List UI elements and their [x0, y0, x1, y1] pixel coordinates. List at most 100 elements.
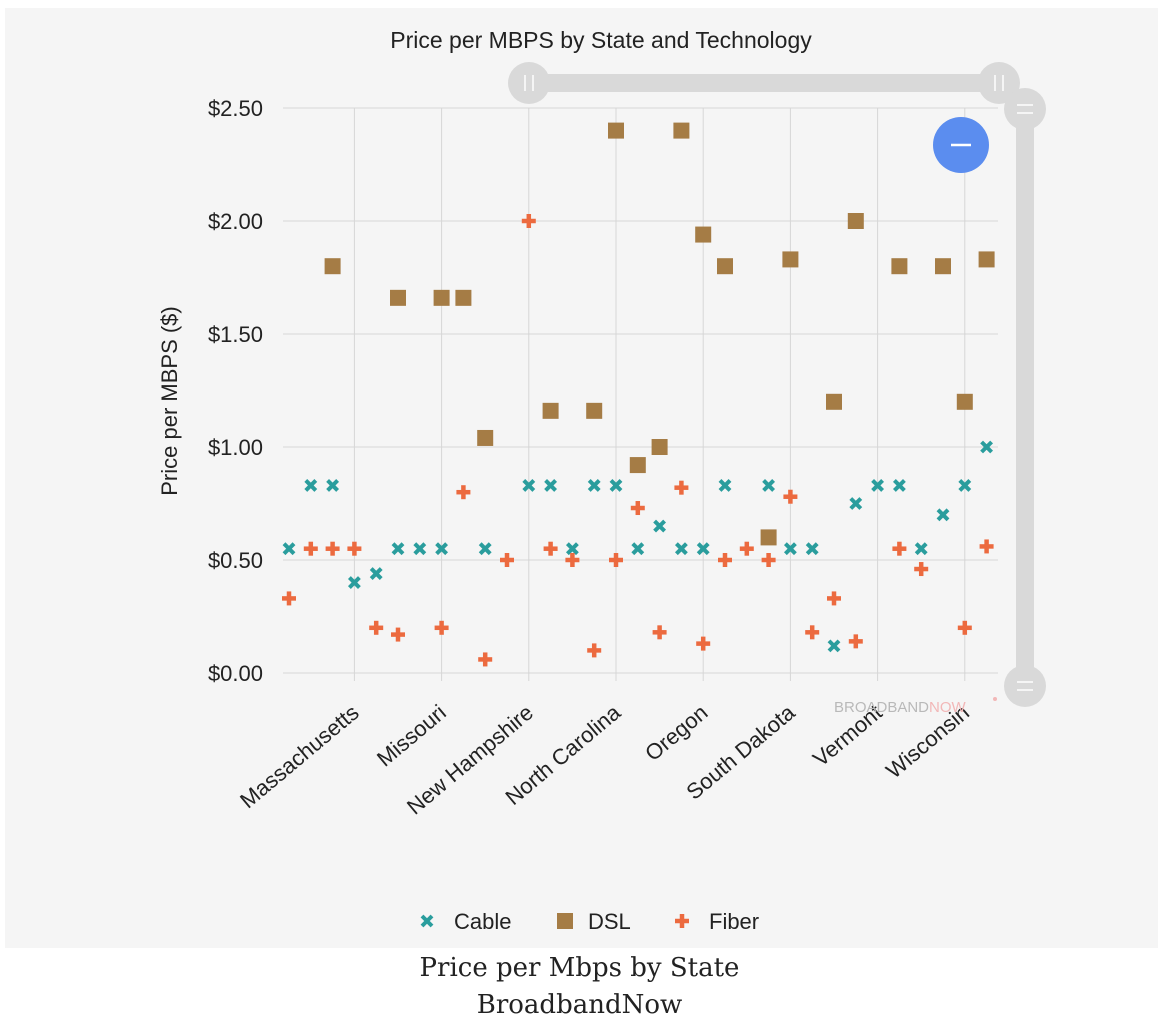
data-point-fiber[interactable] [587, 643, 602, 658]
zoom-out-button[interactable] [933, 117, 989, 173]
vertical-scrollbar[interactable] [1004, 88, 1046, 707]
legend-item-dsl[interactable]: DSL [557, 909, 631, 934]
data-point-dsl[interactable] [651, 439, 668, 455]
data-point-fiber[interactable] [848, 634, 863, 649]
legend-label-fiber: Fiber [709, 909, 759, 934]
data-point-fiber[interactable] [914, 562, 929, 577]
data-point-fiber[interactable] [827, 591, 841, 606]
data-point-cable[interactable] [914, 542, 928, 556]
data-point-fiber[interactable] [674, 480, 689, 495]
data-point-fiber[interactable] [696, 636, 711, 651]
data-point-cable[interactable] [980, 440, 994, 454]
data-point-fiber[interactable] [282, 591, 296, 606]
data-point-dsl[interactable] [673, 122, 690, 139]
data-point-cable[interactable] [762, 479, 776, 492]
data-point-fiber[interactable] [434, 620, 449, 635]
chart-panel: Price per MBPS by State and Technology $… [5, 8, 1158, 948]
data-point-cable[interactable] [609, 479, 623, 492]
data-point-cable[interactable] [587, 479, 601, 492]
data-point-dsl[interactable] [978, 251, 995, 268]
data-point-cable[interactable] [958, 479, 972, 492]
y-tick-label: $2.00 [208, 209, 263, 234]
data-point-fiber[interactable] [543, 541, 558, 556]
data-point-fiber[interactable] [369, 620, 384, 635]
data-point-cable[interactable] [718, 479, 732, 492]
data-point-dsl[interactable] [847, 213, 864, 229]
data-point-fiber[interactable] [739, 541, 754, 556]
data-point-fiber[interactable] [783, 489, 798, 504]
data-point-cable[interactable] [565, 542, 579, 556]
data-point-fiber[interactable] [521, 214, 536, 228]
vertical-scrollbar-bottom-grip[interactable] [1004, 665, 1046, 707]
data-point-dsl[interactable] [542, 402, 559, 419]
vertical-scrollbar-track[interactable] [1016, 108, 1034, 686]
data-point-dsl[interactable] [717, 258, 733, 275]
data-point-cable[interactable] [849, 497, 863, 510]
data-point-dsl[interactable] [935, 258, 951, 275]
data-point-cable[interactable] [783, 542, 797, 556]
data-point-fiber[interactable] [325, 541, 340, 556]
data-point-fiber[interactable] [303, 541, 318, 556]
horizontal-scrollbar[interactable] [508, 62, 1020, 104]
data-point-cable[interactable] [478, 542, 492, 556]
horizontal-scrollbar-start-grip[interactable] [508, 62, 550, 104]
data-point-cable[interactable] [805, 542, 819, 556]
vertical-scrollbar-top-grip[interactable] [1004, 88, 1046, 130]
data-point-fiber[interactable] [609, 553, 623, 567]
data-point-cable[interactable] [369, 567, 383, 580]
data-point-cable[interactable] [544, 479, 558, 492]
data-point-dsl[interactable] [826, 393, 842, 410]
data-point-fiber[interactable] [805, 625, 820, 640]
data-point-cable[interactable] [674, 542, 688, 556]
data-point-dsl[interactable] [586, 402, 603, 419]
data-point-cable[interactable] [892, 479, 906, 492]
data-point-dsl[interactable] [782, 251, 799, 268]
data-point-fiber[interactable] [500, 553, 514, 567]
data-point-fiber[interactable] [565, 553, 580, 567]
data-point-cable[interactable] [827, 639, 841, 653]
legend: Cable DSL Fiber [420, 909, 759, 934]
data-point-dsl[interactable] [433, 289, 450, 306]
data-point-fiber[interactable] [979, 539, 994, 554]
data-point-fiber[interactable] [892, 541, 907, 556]
data-point-dsl[interactable] [695, 226, 712, 243]
data-point-dsl[interactable] [891, 258, 908, 275]
data-point-fiber[interactable] [957, 620, 972, 635]
data-point-dsl[interactable] [324, 258, 341, 275]
data-point-cable[interactable] [435, 542, 449, 556]
data-point-cable[interactable] [304, 479, 318, 492]
data-point-fiber[interactable] [718, 553, 732, 567]
horizontal-scrollbar-track[interactable] [530, 74, 1000, 92]
data-point-dsl[interactable] [956, 393, 973, 410]
data-point-fiber[interactable] [347, 541, 362, 556]
data-point-fiber[interactable] [478, 652, 493, 667]
data-point-cable[interactable] [631, 542, 645, 556]
data-point-dsl[interactable] [629, 457, 646, 474]
data-point-dsl[interactable] [760, 529, 777, 546]
data-point-dsl[interactable] [455, 289, 472, 306]
data-point-fiber[interactable] [391, 627, 405, 642]
data-point-fiber[interactable] [652, 625, 667, 640]
data-point-cable[interactable] [391, 542, 405, 556]
data-point-cable[interactable] [282, 542, 296, 556]
legend-item-fiber[interactable]: Fiber [675, 909, 759, 934]
data-point-dsl[interactable] [390, 289, 406, 306]
data-point-fiber[interactable] [456, 485, 471, 500]
data-point-cable[interactable] [347, 576, 361, 590]
legend-label-cable: Cable [454, 909, 511, 934]
data-point-fiber[interactable] [761, 553, 776, 567]
legend-item-cable[interactable]: Cable [420, 909, 511, 934]
data-point-fiber[interactable] [630, 501, 645, 516]
dsl-marker-icon [557, 913, 573, 929]
data-point-cable[interactable] [936, 508, 950, 522]
data-point-cable[interactable] [522, 479, 536, 492]
data-point-cable[interactable] [326, 479, 340, 492]
data-point-cable[interactable] [653, 519, 667, 533]
data-point-dsl[interactable] [608, 122, 624, 139]
horizontal-scrollbar-end-grip[interactable] [978, 62, 1020, 104]
figure-caption-title: Price per Mbps by State [419, 953, 740, 983]
data-point-cable[interactable] [696, 542, 710, 556]
data-point-cable[interactable] [871, 479, 885, 492]
data-point-cable[interactable] [413, 542, 427, 556]
data-point-dsl[interactable] [477, 429, 494, 446]
